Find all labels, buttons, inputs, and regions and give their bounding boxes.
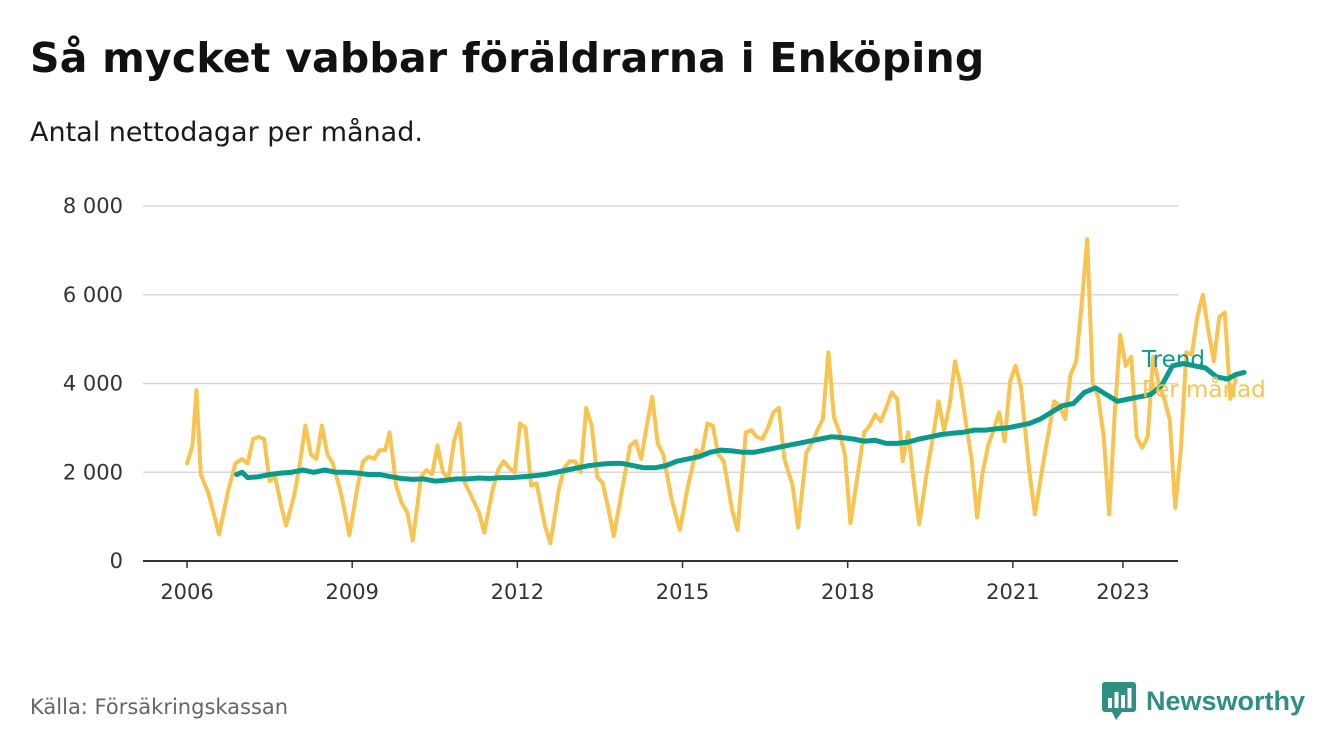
legend-label-trend: Trend <box>1141 347 1205 373</box>
x-tick-label: 2018 <box>821 580 874 604</box>
bar-chart-badge-icon <box>1102 682 1136 720</box>
source-note: Källa: Försäkringskassan <box>30 695 289 719</box>
legend-label-per-manad: Per månad <box>1142 375 1266 403</box>
brand-name: Newsworthy <box>1146 685 1306 716</box>
x-tick-label: 2009 <box>325 580 378 604</box>
x-tick-label: 2006 <box>160 580 213 604</box>
y-tick-label: 6 000 <box>63 283 123 307</box>
x-tick-label: 2012 <box>491 580 544 604</box>
y-tick-label: 8 000 <box>63 194 123 218</box>
trend-line <box>234 361 1247 484</box>
y-tick-label: 2 000 <box>63 460 123 484</box>
x-tick-label: 2015 <box>656 580 709 604</box>
chart-title: Så mycket vabbar föräldrarna i Enköping <box>30 34 985 82</box>
y-tick-label: 0 <box>110 549 123 573</box>
chart-subtitle: Antal nettodagar per månad. <box>30 117 423 148</box>
line-chart: 0 2 000 4 000 6 000 8 000 2006 2009 2012 2015 201… <box>63 194 1266 604</box>
monthly-line <box>185 237 1238 546</box>
y-tick-label: 4 000 <box>63 372 123 396</box>
brand-logo[interactable]: Newsworthy <box>1102 682 1305 720</box>
x-tick-label: 2023 <box>1096 580 1149 604</box>
x-tick-label: 2021 <box>986 580 1039 604</box>
